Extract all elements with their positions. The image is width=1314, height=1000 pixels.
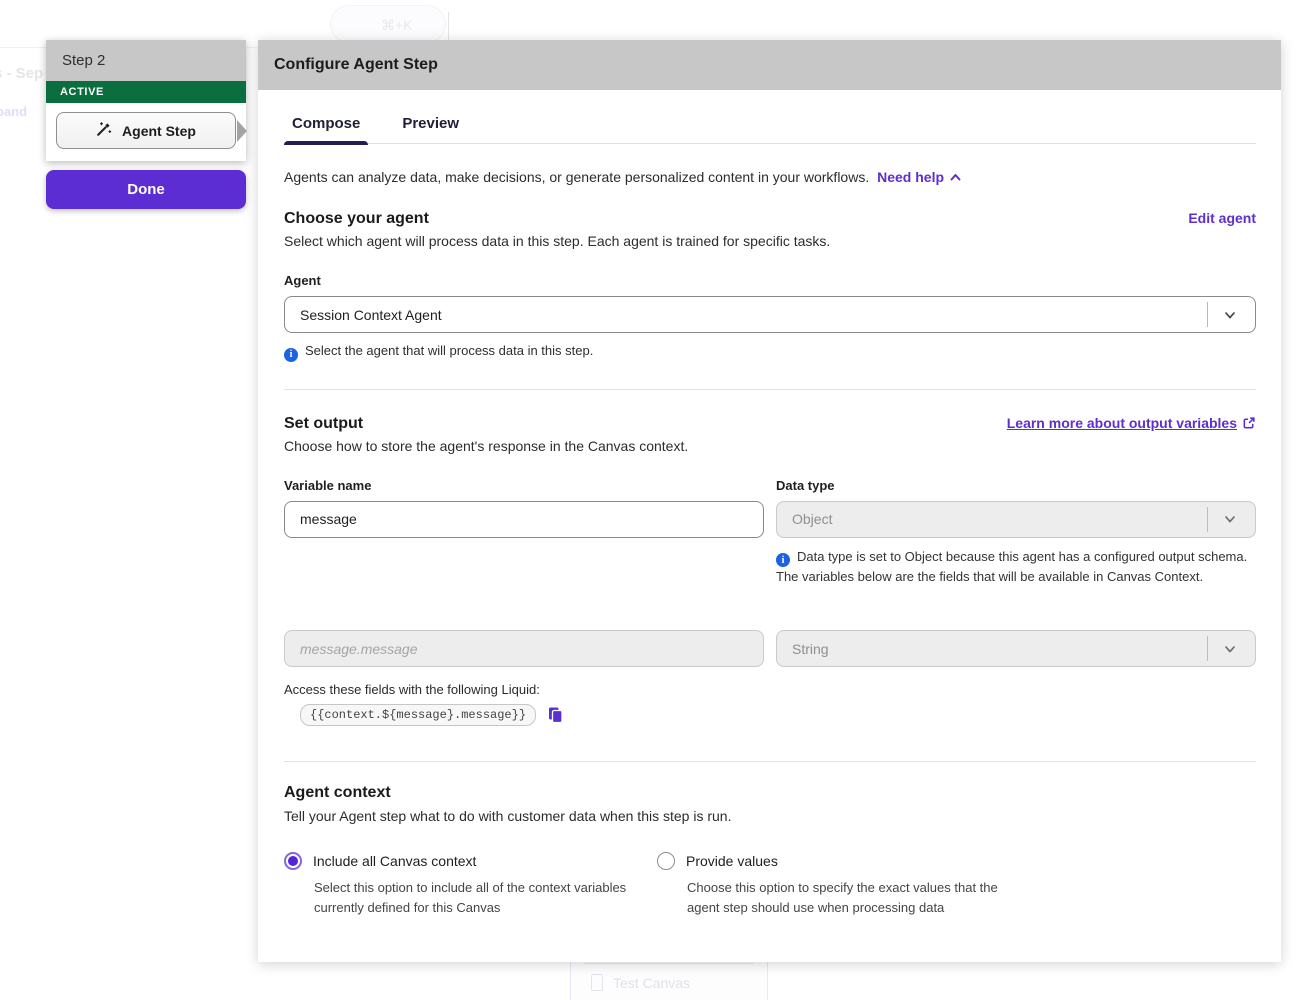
schema-field-type-value: String — [792, 640, 829, 657]
panel-header: Configure Agent Step — [258, 40, 1281, 90]
info-icon: i — [284, 347, 298, 362]
set-output-description: Choose how to store the agent's response… — [284, 437, 689, 454]
configure-agent-step-panel: Configure Agent Step Compose Preview Age… — [258, 40, 1281, 962]
learn-more-link[interactable]: Learn more about output variables — [1007, 415, 1256, 433]
radio-option-label: Provide values — [686, 853, 778, 869]
step-popover-title: Step 2 — [46, 40, 246, 81]
set-output-heading: Set output — [284, 414, 364, 432]
choose-agent-heading: Choose your agent — [284, 210, 429, 227]
background-panel-edge — [448, 12, 449, 62]
radio-selected-icon — [284, 852, 302, 870]
agent-select[interactable]: Session Context Agent — [284, 296, 1256, 333]
agent-context-heading: Agent context — [284, 784, 391, 801]
schema-field-type-select: String — [776, 630, 1256, 667]
agent-field-label: Agent — [284, 273, 321, 288]
keyboard-shortcut-hint: ⌘+K — [381, 17, 413, 33]
choose-agent-description: Select which agent will process data in … — [284, 233, 831, 249]
variable-name-label: Variable name — [284, 477, 372, 493]
background-node-divider — [584, 963, 754, 964]
section-divider — [284, 761, 1256, 762]
intro-text: Agents can analyze data, make decisions,… — [284, 169, 870, 185]
tab-bar: Compose Preview — [284, 115, 1256, 145]
chevron-down-icon — [1208, 512, 1255, 526]
step-pointer-arrow — [237, 119, 247, 142]
external-link-icon — [1242, 416, 1256, 433]
select-divider — [1207, 506, 1208, 532]
radio-option-label: Include all Canvas context — [313, 853, 477, 869]
radio-unselected-icon — [657, 852, 675, 870]
agent-step-button-label: Agent Step — [122, 122, 196, 139]
step-popover: Step 2 ACTIVE Agent Step — [46, 40, 247, 161]
chevron-down-icon — [1208, 308, 1255, 322]
section-divider — [284, 388, 1256, 390]
status-badge: ACTIVE — [46, 81, 246, 103]
agent-hint-row: i Select the agent that will process data… — [284, 343, 1256, 362]
data-type-note: i Data type is set to Object because this… — [776, 548, 1248, 584]
background-search-box — [330, 5, 446, 43]
radio-include-all-canvas-context[interactable]: Include all Canvas context — [284, 852, 657, 870]
select-divider — [1207, 302, 1208, 327]
radio-provide-values[interactable]: Provide values — [657, 852, 1256, 870]
radio-option-description: Select this option to include all of the… — [314, 880, 627, 915]
liquid-code-snippet: {{context.${message}.message}} — [300, 704, 537, 726]
tab-preview[interactable]: Preview — [402, 115, 460, 132]
liquid-access-label: Access these fields with the following L… — [284, 682, 540, 697]
data-type-label: Data type — [776, 477, 835, 493]
tab-compose[interactable]: Compose — [284, 115, 369, 145]
data-type-value: Object — [792, 511, 833, 527]
panel-title: Configure Agent Step — [274, 56, 438, 73]
background-node-label: Test Canvas — [613, 974, 691, 991]
select-divider — [1207, 636, 1208, 661]
agent-select-value: Session Context Agent — [300, 306, 442, 323]
canvas-entry-icon — [591, 974, 603, 991]
radio-option-description: Choose this option to specify the exact … — [687, 880, 998, 915]
chevron-down-icon — [1208, 642, 1255, 656]
variable-name-input[interactable] — [284, 500, 764, 538]
agent-step-button[interactable]: Agent Step — [56, 112, 247, 149]
done-button[interactable]: Done — [46, 170, 246, 209]
schema-field-input — [284, 630, 764, 667]
agent-hint-text: Select the agent that will process data … — [305, 343, 594, 358]
copy-icon[interactable] — [547, 706, 564, 724]
edit-agent-link[interactable]: Edit agent — [1188, 210, 1256, 226]
intro-text-row: Agents can analyze data, make decisions,… — [284, 169, 1256, 186]
data-type-select: Object — [776, 500, 1256, 538]
background-canvas-title: s - Sep — [0, 65, 44, 82]
magic-wand-icon — [96, 120, 113, 142]
chevron-up-icon — [949, 170, 962, 186]
need-help-link[interactable]: Need help — [877, 169, 962, 185]
info-icon: i — [776, 553, 790, 567]
agent-context-description: Tell your Agent step what to do with cus… — [284, 808, 732, 824]
